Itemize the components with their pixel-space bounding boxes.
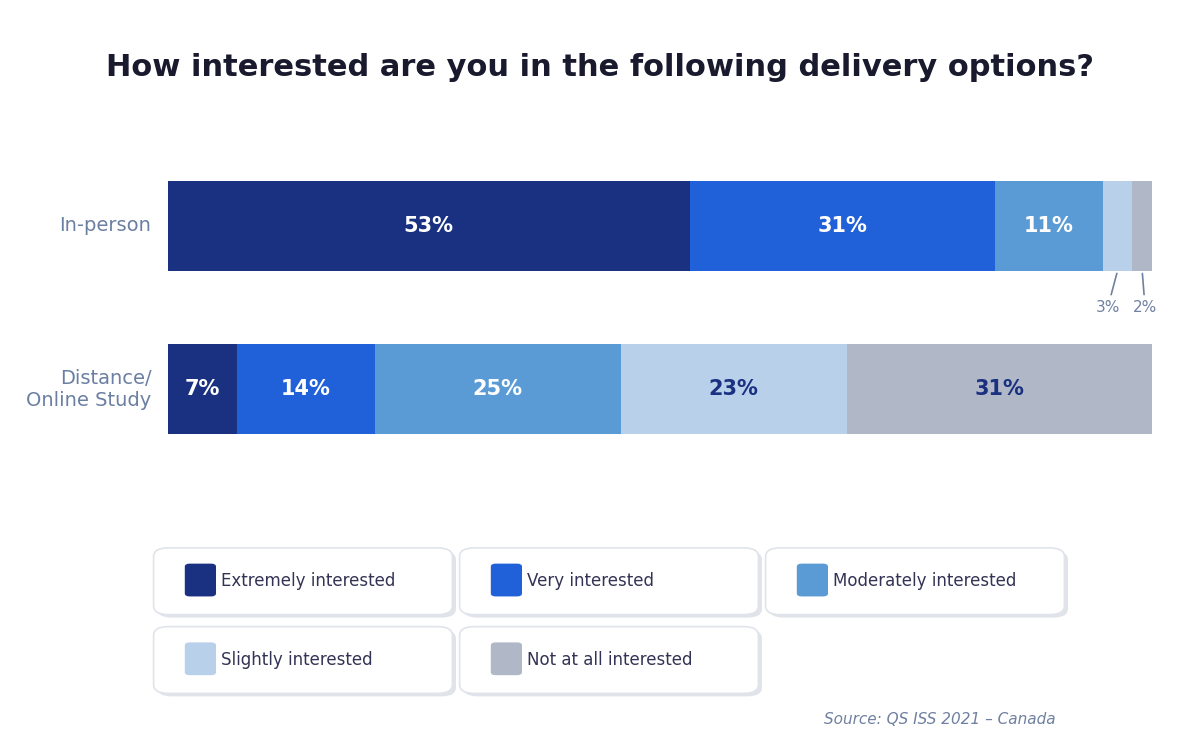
Text: Extremely interested: Extremely interested (221, 572, 395, 590)
Bar (1133, 181, 1152, 271)
Bar (995, 181, 1103, 271)
Text: 3%: 3% (1096, 273, 1120, 315)
Bar (690, 181, 995, 271)
Text: Slightly interested: Slightly interested (221, 651, 372, 669)
Bar (168, 181, 690, 271)
Text: Not at all interested: Not at all interested (527, 651, 692, 669)
Text: How interested are you in the following delivery options?: How interested are you in the following … (106, 53, 1094, 82)
Bar (374, 344, 620, 434)
Text: Moderately interested: Moderately interested (833, 572, 1016, 590)
Text: 23%: 23% (709, 380, 758, 399)
Text: Very interested: Very interested (527, 572, 654, 590)
Bar (236, 344, 374, 434)
Text: 7%: 7% (185, 380, 220, 399)
Text: 2%: 2% (1133, 274, 1157, 315)
Text: Source: QS ISS 2021 – Canada: Source: QS ISS 2021 – Canada (824, 712, 1056, 728)
Text: 14%: 14% (281, 380, 331, 399)
Bar (168, 344, 236, 434)
Bar (1103, 181, 1133, 271)
Text: 31%: 31% (974, 380, 1025, 399)
Text: 53%: 53% (403, 216, 454, 236)
Text: 11%: 11% (1024, 216, 1074, 236)
Bar (847, 344, 1152, 434)
Text: 25%: 25% (473, 380, 523, 399)
Text: 31%: 31% (817, 216, 866, 236)
Bar (620, 344, 847, 434)
